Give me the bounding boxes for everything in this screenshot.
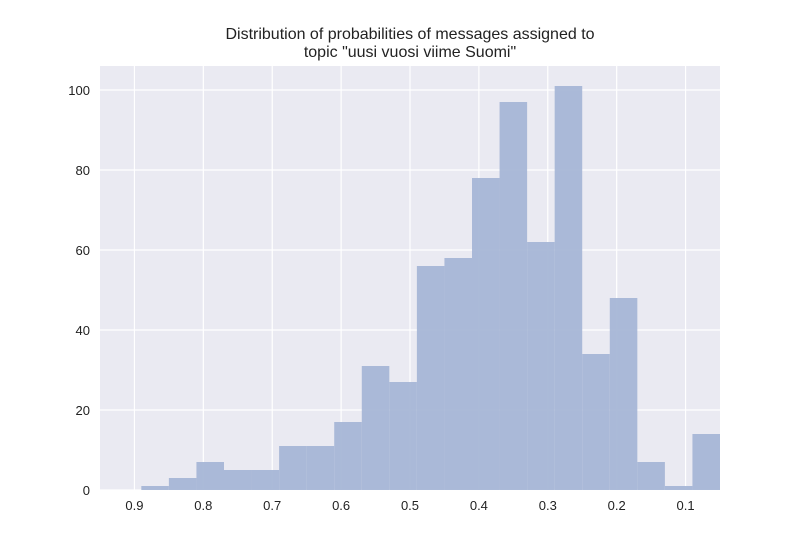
y-tick-label: 60 [76,243,90,258]
y-tick-label: 0 [83,483,90,498]
histogram-bar [168,478,197,490]
x-tick-label: 0.3 [539,498,557,513]
x-tick-label: 0.2 [608,498,626,513]
histogram-bar [224,470,252,490]
x-tick-label: 0.4 [470,498,488,513]
y-tick-label: 100 [68,83,90,98]
histogram-bar [306,446,335,490]
chart-title-line-2: topic "uusi vuosi viime Suomi" [303,44,517,61]
histogram-bar [637,462,665,490]
chart-title-line-1: Distribution of probabilities of message… [225,26,595,43]
histogram-bar [664,486,693,490]
histogram-bar [279,446,307,490]
histogram-bar [251,470,280,490]
y-tick-label: 20 [76,403,90,418]
histogram-bar [334,422,362,490]
histogram-bar [196,462,224,490]
histogram-bar [527,242,555,490]
histogram-bar [389,382,417,490]
x-tick-label: 0.5 [401,498,419,513]
x-tick-label: 0.7 [263,498,281,513]
chart-title: Distribution of probabilities of message… [100,26,720,62]
y-tick-label: 80 [76,163,90,178]
histogram-bar [554,86,583,490]
histogram-bar [609,298,638,490]
histogram-bar [141,486,169,490]
histogram-bar [499,102,528,490]
x-tick-label: 0.6 [332,498,350,513]
histogram-bar [444,258,472,490]
histogram-bar [472,178,500,490]
histogram-bar [416,266,445,490]
x-tick-label: 0.1 [677,498,695,513]
x-tick-label: 0.9 [125,498,143,513]
histogram-bar [361,366,390,490]
x-tick-label: 0.8 [194,498,212,513]
y-tick-label: 40 [76,323,90,338]
histogram-bar [692,434,720,490]
histogram-bar [582,354,610,490]
